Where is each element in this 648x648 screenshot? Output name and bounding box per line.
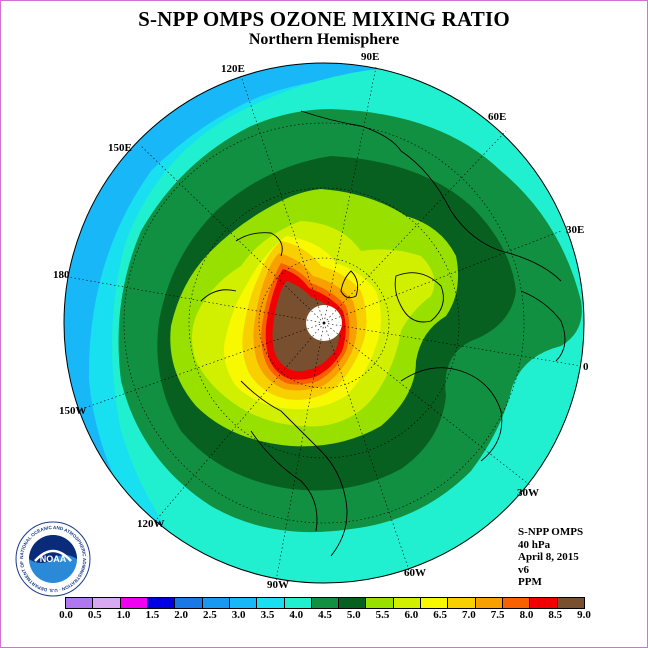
colorbar-swatch xyxy=(174,598,202,608)
noaa-logo: NATIONAL OCEANIC AND ATMOSPHERIC ADMINIS… xyxy=(15,521,91,597)
lon-label-30w: 30W xyxy=(517,487,539,499)
colorbar-tick-label: 4.0 xyxy=(289,609,304,621)
date-label: April 8, 2015 xyxy=(518,551,579,563)
page-subtitle: Northern Hemisphere xyxy=(248,31,400,48)
colorbar-swatch xyxy=(338,598,366,608)
coastlines xyxy=(200,110,566,557)
colorbar-swatch xyxy=(392,598,421,608)
logo-text: NOAA xyxy=(40,554,67,564)
lon-label-120w: 120W xyxy=(137,518,165,530)
colorbar-tick-label: 3.5 xyxy=(260,609,275,621)
colorbar-tick-label: 7.5 xyxy=(490,609,505,621)
colorbar-swatch xyxy=(228,598,257,608)
colorbar-swatch xyxy=(529,598,557,608)
colorbar-tick-label: 3.0 xyxy=(231,609,246,621)
lon-label-180: 180 xyxy=(53,269,70,281)
colorbar-swatch xyxy=(474,598,502,608)
lon-label-90e: 90E xyxy=(361,51,380,63)
contour-9-0 xyxy=(272,281,340,371)
ozone-contour-fill xyxy=(64,63,584,583)
units-label: PPM xyxy=(518,576,542,588)
colorbar-tick-label: 6.0 xyxy=(404,609,419,621)
colorbar-swatch xyxy=(556,598,584,608)
colorbar-tick-label: 6.5 xyxy=(433,609,447,621)
colorbar-swatch xyxy=(66,598,93,608)
colorbar-tick-label: 2.5 xyxy=(203,609,217,621)
colorbar-swatch xyxy=(283,598,311,608)
colorbar-tick-label: 1.0 xyxy=(116,609,131,621)
colorbar-tick-label: 9.0 xyxy=(577,609,591,621)
product-info: S-NPP OMPS 40 hPa April 8, 2015 v6 PPM xyxy=(518,526,583,589)
instrument-label: S-NPP OMPS xyxy=(518,526,584,538)
lon-label-90w: 90W xyxy=(267,579,289,591)
colorbar-tick-label: 0.0 xyxy=(59,609,73,621)
lon-label-120e: 120E xyxy=(221,63,245,75)
colorbar-tick-label: 0.5 xyxy=(87,609,102,621)
colorbar-tick-label: 4.5 xyxy=(318,609,332,621)
map-boundary xyxy=(63,62,585,584)
lon-label-60e: 60E xyxy=(488,111,507,123)
lon-label-60w: 60W xyxy=(404,567,426,579)
lon-label-150w: 150W xyxy=(59,405,87,417)
colorbar-tick-label: 8.0 xyxy=(519,609,534,621)
lon-label-150e: 150E xyxy=(108,142,132,154)
colorbar-swatch xyxy=(201,598,229,608)
colorbar-swatch xyxy=(92,598,120,608)
colorbar-swatch xyxy=(310,598,339,608)
colorbar-swatch xyxy=(365,598,393,608)
colorbar-tick-label: 7.0 xyxy=(462,609,476,621)
colorbar-tick-label: 5.0 xyxy=(346,609,361,621)
lon-label-30e: 30E xyxy=(566,224,585,236)
colorbar-tick-label: 8.5 xyxy=(548,609,563,621)
page-title: S-NPP OMPS OZONE MIXING RATIO xyxy=(138,7,510,31)
lon-label-0: 0 xyxy=(583,361,589,373)
colorbar-tick-label: 2.0 xyxy=(174,609,188,621)
graticule xyxy=(62,66,582,582)
colorbar-swatch xyxy=(146,598,175,608)
colorbar-tick-label: 5.5 xyxy=(375,609,390,621)
colorbar-swatch xyxy=(502,598,530,608)
colorbar xyxy=(65,597,585,609)
colorbar-swatch xyxy=(119,598,147,608)
version-label: v6 xyxy=(518,563,529,576)
colorbar-ticks: 0.0 0.5 1.0 1.5 2.0 2.5 3.0 3.5 4.0 4.5 5.0 5.5 6.0 6… xyxy=(1,609,647,623)
pressure-label: 40 hPa xyxy=(518,538,551,551)
colorbar-swatch xyxy=(420,598,448,608)
colorbar-swatch xyxy=(447,598,475,608)
colorbar-tick-label: 1.5 xyxy=(145,609,160,621)
colorbar-swatch xyxy=(256,598,284,608)
